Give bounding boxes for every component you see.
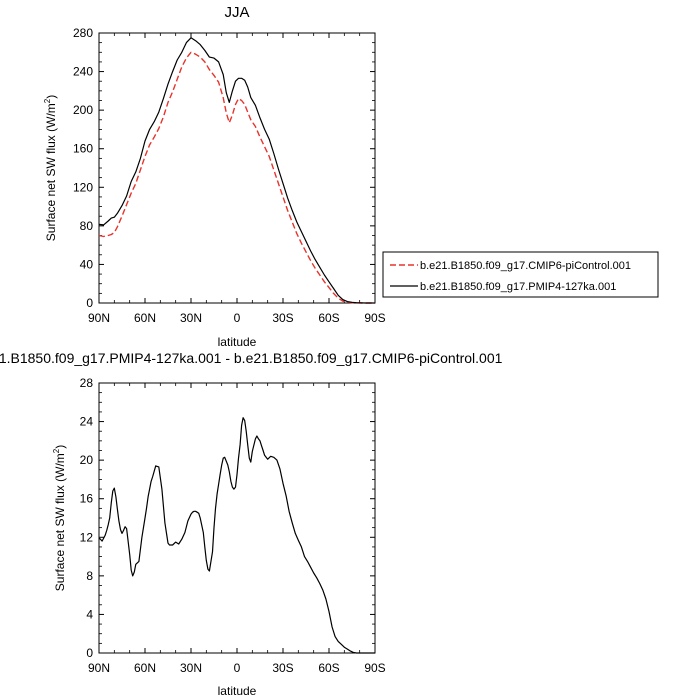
y-tick-label: 16 [80, 492, 94, 506]
x-tick-label: 90S [364, 311, 385, 325]
y-tick-label: 280 [73, 26, 93, 40]
panel-1-series [98, 37, 375, 304]
panel-1-title: JJA [224, 4, 249, 21]
x-tick-label: 60N [134, 311, 156, 325]
y-tick-label: 8 [86, 569, 93, 583]
x-tick-label: 90S [364, 661, 385, 675]
x-tick-label: 60N [134, 661, 156, 675]
x-tick-label: 30S [272, 661, 293, 675]
y-tick-label: 200 [73, 103, 93, 117]
x-tick-label: 60S [318, 311, 339, 325]
series-line-0 [98, 417, 375, 654]
series-line-1 [98, 37, 375, 304]
legend-box [382, 251, 659, 298]
panel-1-y-axis-label: Surface net SW flux (W/m2) [43, 95, 58, 241]
panel-2-y-axis-label-main: Surface net SW flux (W/m [53, 453, 67, 591]
panel-2: b.e21.B1850.f09_g17.PMIP4-127ka.001 - b.… [0, 350, 503, 698]
panel-1-y-axis-label-end: ) [44, 95, 58, 99]
y-tick-label: 0 [86, 646, 93, 660]
x-tick-label: 30N [180, 311, 202, 325]
x-tick-label: 60S [318, 661, 339, 675]
x-tick-label: 30N [180, 661, 202, 675]
legend-label-piControl: b.e21.B1850.f09_g17.CMIP6-piControl.001 [420, 260, 631, 272]
panel-2-y-axis-label-sup: 2 [52, 448, 61, 453]
y-tick-label: 80 [80, 219, 94, 233]
panel-2-series [98, 417, 375, 654]
panel-2-y-axis-label-end: ) [53, 445, 67, 449]
panel-2-x-ticks: 90N 60N 30N 0 30S 60S 90S [88, 383, 386, 675]
panel-1-x-ticks: 90N 60N 30N 0 30S 60S 90S [88, 33, 386, 325]
x-tick-label: 90N [88, 661, 110, 675]
panel-1-x-axis-label: latitude [218, 335, 257, 349]
x-tick-label: 90N [88, 311, 110, 325]
legend: b.e21.B1850.f09_g17.CMIP6-piControl.001 … [382, 251, 659, 298]
panel-2-y-axis-label: Surface net SW flux (W/m2) [52, 445, 67, 591]
y-tick-label: 40 [80, 257, 94, 271]
y-tick-label: 120 [73, 180, 93, 194]
x-tick-label: 0 [234, 661, 241, 675]
series-line-0 [98, 51, 375, 304]
panel-1: JJA 0 40 80 120 160 200 240 280 90N 60N 30N 0 30S 60… [43, 4, 659, 349]
panel-1-y-axis-label-sup: 2 [43, 98, 52, 103]
panel-2-plot-frame [98, 382, 376, 654]
panel-2-y-ticks: 0 4 8 12 16 20 24 28 [80, 376, 375, 660]
y-tick-label: 4 [86, 607, 93, 621]
x-tick-label: 30S [272, 311, 293, 325]
y-tick-label: 24 [80, 415, 94, 429]
y-tick-label: 240 [73, 65, 93, 79]
panel-2-title: b.e21.B1850.f09_g17.PMIP4-127ka.001 - b.… [0, 350, 503, 366]
y-tick-label: 0 [86, 296, 93, 310]
y-tick-label: 160 [73, 142, 93, 156]
panel-1-y-ticks: 0 40 80 120 160 200 240 280 [73, 26, 375, 310]
y-tick-label: 28 [80, 376, 94, 390]
x-tick-label: 0 [234, 311, 241, 325]
panel-1-y-axis-label-main: Surface net SW flux (W/m [44, 103, 58, 241]
panel-2-x-axis-label: latitude [218, 684, 257, 698]
y-tick-label: 12 [80, 530, 94, 544]
y-tick-label: 20 [80, 453, 94, 467]
legend-label-127ka: b.e21.B1850.f09_g17.PMIP4-127ka.001 [420, 281, 616, 293]
